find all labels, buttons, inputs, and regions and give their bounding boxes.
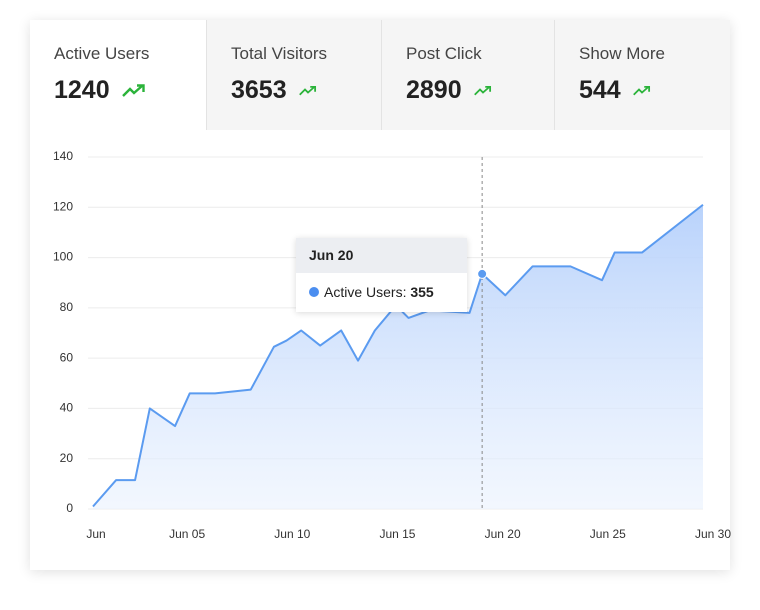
tab-row: 3653 [231, 76, 381, 105]
tooltip-dot [309, 287, 319, 297]
x-tick-label: Jun 10 [274, 527, 310, 541]
tab-label: Post Click [406, 44, 482, 63]
y-tick-label: 80 [60, 300, 74, 314]
tooltip-value: 355 [410, 284, 434, 300]
trend-icon [298, 85, 316, 95]
y-tick-label: 60 [60, 350, 74, 364]
tab-row: 2890 [406, 76, 554, 105]
tab-label: Total Visitors [231, 44, 328, 63]
tab-value: 1240 [54, 76, 110, 104]
area [93, 204, 703, 509]
tab[interactable]: Active Users 1240 [30, 20, 206, 130]
y-tick-label: 140 [53, 149, 73, 163]
tab-row: 544 [579, 76, 730, 105]
trend-icon [473, 85, 491, 95]
y-tick-label: 40 [60, 401, 74, 415]
highlight-point [477, 268, 488, 279]
tab[interactable]: Show More 544 [554, 20, 730, 130]
y-tick-label: 0 [66, 501, 73, 515]
tab-label: Active Users [54, 44, 150, 63]
tooltip: Jun 20 Active Users: 355 [296, 238, 467, 312]
x-tick-label: Jun 05 [169, 527, 205, 541]
line [92, 203, 704, 508]
tab-row: 1240 [54, 76, 206, 105]
trend-icon [121, 83, 145, 97]
tooltip-label: Active Users: [324, 284, 407, 300]
x-tick-label: Jun 25 [590, 527, 626, 541]
x-tick-label: Jun 15 [379, 527, 415, 541]
y-tick-label: 20 [60, 451, 74, 465]
tooltip-title: Jun 20 [296, 238, 467, 273]
y-tick-label: 100 [53, 250, 73, 264]
x-tick-label: Jun 20 [485, 527, 521, 541]
tab-label: Show More [579, 44, 665, 63]
x-tick-label: Jun 30 [695, 527, 731, 541]
x-tick-label: Jun [86, 527, 105, 541]
y-tick-label: 120 [53, 199, 73, 213]
trend-icon [632, 85, 650, 95]
tooltip-body: Active Users: 355 [296, 273, 467, 300]
tab-value: 544 [579, 76, 621, 104]
tab[interactable]: Total Visitors 3653 [206, 20, 381, 130]
tabs: Active Users 1240 Total Visitors 3653 Po… [30, 20, 730, 130]
tab-value: 2890 [406, 76, 462, 104]
tab[interactable]: Post Click 2890 [381, 20, 554, 130]
tab-value: 3653 [231, 76, 287, 104]
